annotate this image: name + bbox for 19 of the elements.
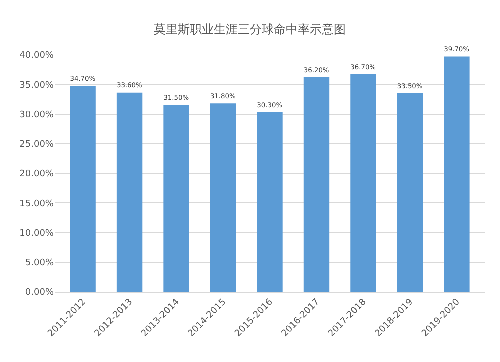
y-tick-label: 40.00% — [20, 51, 54, 62]
bar — [257, 112, 283, 292]
bar — [304, 78, 330, 292]
bar — [397, 94, 424, 292]
y-tick-label: 25.00% — [20, 140, 54, 150]
y-tick-label: 0.00% — [25, 288, 54, 298]
y-tick-label: 10.00% — [20, 228, 54, 239]
bar — [444, 56, 470, 292]
y-tick-label: 5.00% — [25, 258, 54, 269]
bar — [116, 92, 143, 292]
bar — [210, 104, 236, 292]
chart-title: 莫里斯职业生涯三分球命中率示意图 — [154, 22, 346, 37]
bar — [350, 74, 376, 292]
bar — [164, 105, 190, 292]
y-tick-label: 35.00% — [20, 80, 54, 91]
bar — [70, 86, 96, 292]
y-tick-label: 15.00% — [20, 199, 54, 210]
y-tick-label: 30.00% — [20, 110, 54, 120]
y-tick-label: 20.00% — [20, 170, 54, 180]
